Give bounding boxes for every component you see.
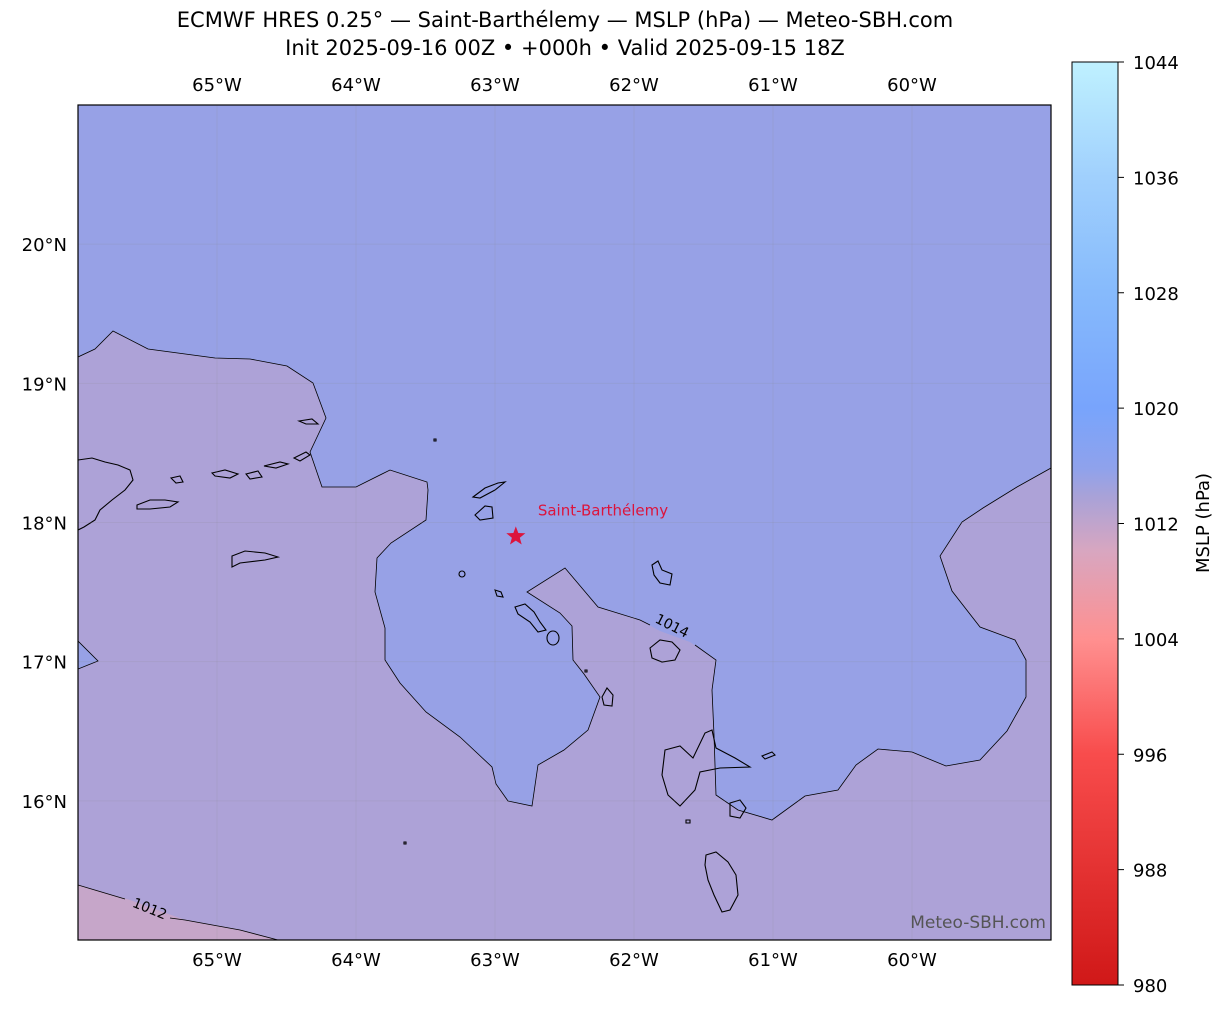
vieques — [136, 499, 180, 510]
grid — [78, 105, 1051, 940]
colorbar-tick-label: 1028 — [1133, 284, 1179, 305]
contour-1014 — [78, 330, 1051, 821]
coastlines — [78, 418, 776, 913]
st-eustatius — [494, 589, 504, 598]
colorbar-tick-label: 980 — [1133, 976, 1167, 997]
tortola — [263, 461, 290, 469]
st-martin — [474, 505, 494, 521]
puerto-rico — [78, 457, 134, 531]
colorbar-tick-label: 1044 — [1133, 53, 1179, 74]
lowest-pressure-field — [78, 885, 278, 940]
culebra — [169, 475, 184, 484]
desirade — [761, 751, 776, 760]
x-tick-label: 65°W — [192, 950, 242, 971]
x-tick-label: 64°W — [331, 950, 381, 971]
watermark: Meteo-SBH.com — [910, 913, 1046, 933]
colorbar-tick-label: 1012 — [1133, 515, 1179, 536]
colorbar-label: MSLP (hPa) — [1193, 473, 1214, 573]
guadeloupe — [661, 729, 752, 807]
y-tick-label: 20°N — [22, 235, 67, 256]
x-tick-label: 65°W — [192, 75, 242, 96]
saba — [458, 570, 466, 578]
contour-1012 — [78, 884, 279, 940]
st-kitts — [514, 603, 547, 633]
small-islet — [403, 438, 691, 845]
nevis — [546, 630, 560, 646]
x-tick-label: 63°W — [470, 950, 520, 971]
colorbar-tick-label: 1020 — [1133, 399, 1179, 420]
title: ECMWF HRES 0.25° — Saint-Barthélemy — MS… — [177, 8, 953, 32]
subtitle: Init 2025-09-16 00Z • +000h • Valid 2025… — [285, 36, 845, 60]
colorbar-tick-label: 1004 — [1133, 630, 1179, 651]
virgin-gorda — [292, 451, 311, 462]
colorbar — [1071, 61, 1119, 986]
y-tick-label: 17°N — [22, 653, 67, 674]
y-tick-label: 16°N — [22, 792, 67, 813]
marie-galante — [729, 799, 747, 819]
high-pressure-wedge — [78, 641, 98, 669]
st-thomas — [210, 469, 240, 479]
x-tick-label: 63°W — [470, 75, 520, 96]
y-tick-label: 19°N — [22, 374, 67, 395]
plot-frame — [77, 104, 1052, 941]
map — [78, 105, 1051, 940]
anegada — [297, 418, 320, 425]
station-marker — [506, 526, 526, 545]
station-label: Saint-Barthélemy — [538, 501, 668, 519]
x-tick-label: 60°W — [887, 950, 937, 971]
colorbar-tick-label: 996 — [1133, 745, 1167, 766]
x-tick-label: 61°W — [748, 75, 798, 96]
st-john — [245, 470, 263, 480]
anguilla — [471, 481, 507, 499]
st-croix — [231, 550, 281, 568]
barbuda — [651, 560, 673, 586]
x-tick-label: 61°W — [748, 950, 798, 971]
low-pressure-field — [78, 331, 1051, 940]
colorbar-tick-label: 1036 — [1133, 168, 1179, 189]
antigua — [649, 639, 681, 663]
x-tick-label: 64°W — [331, 75, 381, 96]
x-tick-label: 62°W — [609, 950, 659, 971]
colorbar-tick-label: 988 — [1133, 861, 1167, 882]
montserrat — [601, 687, 614, 707]
x-tick-label: 62°W — [609, 75, 659, 96]
y-tick-label: 18°N — [22, 514, 67, 535]
x-tick-label: 60°W — [887, 75, 937, 96]
dominica — [704, 851, 739, 913]
